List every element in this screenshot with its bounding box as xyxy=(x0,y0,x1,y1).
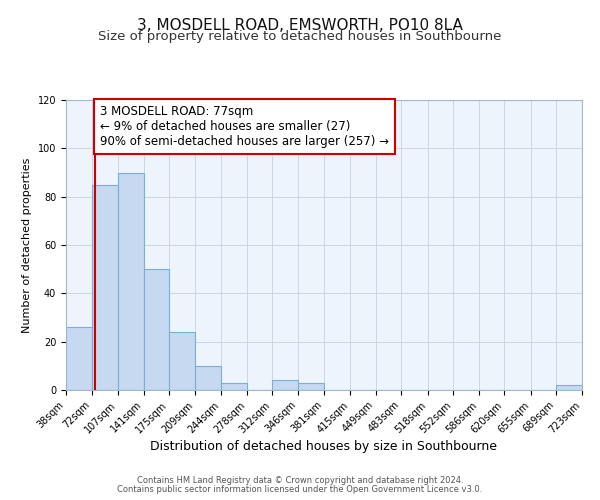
Text: 3 MOSDELL ROAD: 77sqm
← 9% of detached houses are smaller (27)
90% of semi-detac: 3 MOSDELL ROAD: 77sqm ← 9% of detached h… xyxy=(100,105,389,148)
Bar xyxy=(169,332,195,390)
Bar xyxy=(92,184,118,390)
Bar xyxy=(195,366,221,390)
Text: Size of property relative to detached houses in Southbourne: Size of property relative to detached ho… xyxy=(98,30,502,43)
Y-axis label: Number of detached properties: Number of detached properties xyxy=(22,158,32,332)
Bar xyxy=(298,383,325,390)
Bar xyxy=(143,269,169,390)
Bar xyxy=(118,172,143,390)
Bar xyxy=(66,327,92,390)
Text: Contains public sector information licensed under the Open Government Licence v3: Contains public sector information licen… xyxy=(118,485,482,494)
X-axis label: Distribution of detached houses by size in Southbourne: Distribution of detached houses by size … xyxy=(151,440,497,454)
Bar xyxy=(221,383,247,390)
Bar xyxy=(556,385,582,390)
Bar xyxy=(272,380,298,390)
Text: 3, MOSDELL ROAD, EMSWORTH, PO10 8LA: 3, MOSDELL ROAD, EMSWORTH, PO10 8LA xyxy=(137,18,463,32)
Text: Contains HM Land Registry data © Crown copyright and database right 2024.: Contains HM Land Registry data © Crown c… xyxy=(137,476,463,485)
